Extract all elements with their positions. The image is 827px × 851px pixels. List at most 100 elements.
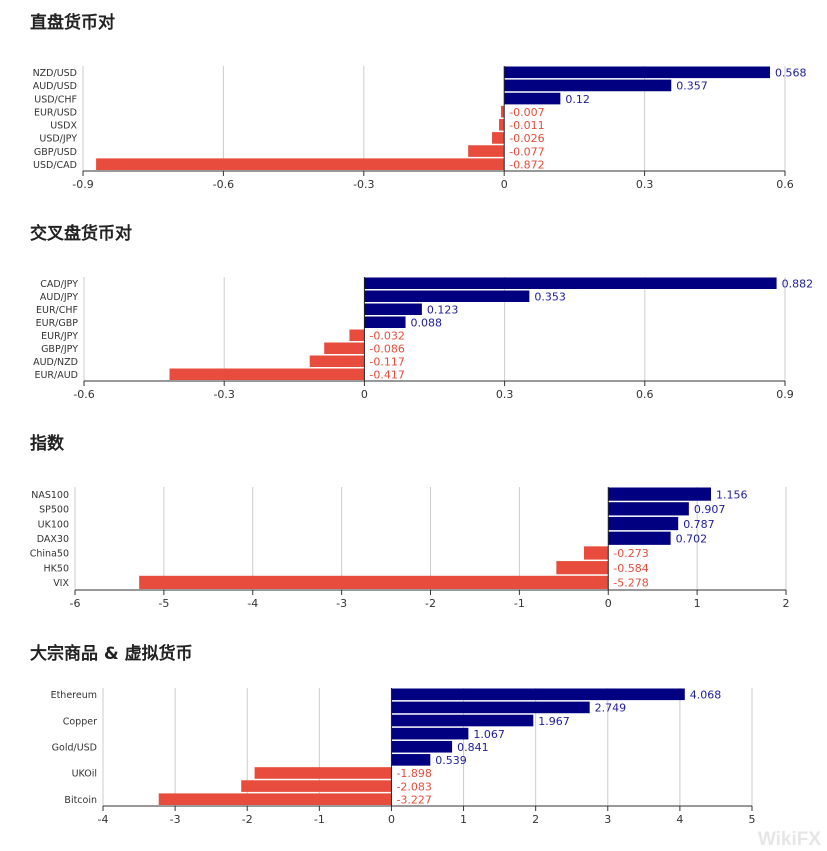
category-label: UKOil — [72, 769, 97, 780]
value-label: 1.067 — [473, 728, 505, 741]
x-tick-label: -5 — [158, 597, 169, 610]
bar — [391, 727, 469, 740]
category-label: Bitcoin — [64, 795, 97, 806]
value-label: -0.077 — [509, 145, 544, 158]
x-tick-label: 0.3 — [636, 178, 654, 191]
x-tick-label: -0.6 — [213, 178, 234, 191]
x-tick-label: -2 — [425, 597, 436, 610]
bar — [391, 701, 590, 714]
x-tick-label: -4 — [247, 597, 258, 610]
bar — [468, 145, 505, 157]
value-label: 0.882 — [782, 278, 814, 291]
category-label: USD/CAD — [33, 160, 77, 171]
x-tick-label: 2 — [532, 813, 539, 826]
bar — [556, 561, 609, 575]
bar — [139, 575, 609, 589]
x-tick-label: -0.3 — [213, 388, 234, 401]
bar — [608, 531, 671, 545]
category-label: AUD/JPY — [40, 292, 78, 303]
x-tick-label: -1 — [314, 813, 325, 826]
value-label: 0.539 — [435, 754, 467, 767]
category-label: HK50 — [44, 563, 69, 574]
bar — [504, 66, 771, 79]
x-tick-label: 0 — [361, 388, 368, 401]
category-label: VIX — [53, 578, 69, 589]
bar — [364, 303, 422, 315]
category-label: USD/JPY — [39, 134, 77, 145]
x-tick-label: 0 — [501, 178, 508, 191]
value-label: -3.227 — [396, 793, 431, 806]
bar — [364, 290, 530, 302]
category-label: EUR/USD — [34, 107, 77, 118]
x-tick-label: 1 — [694, 597, 701, 610]
x-tick-label: -0.6 — [73, 388, 94, 401]
x-tick-label: -4 — [98, 813, 109, 826]
value-label: 0.907 — [694, 503, 726, 516]
bar — [364, 316, 406, 328]
bar — [169, 368, 365, 380]
value-label: -0.872 — [509, 158, 544, 171]
bar — [492, 132, 505, 144]
category-label: GBP/USD — [34, 147, 77, 158]
x-tick-label: 3 — [604, 813, 611, 826]
category-label: Gold/USD — [52, 743, 97, 754]
category-label: CAD/JPY — [40, 279, 78, 290]
value-label: 0.841 — [457, 741, 489, 754]
x-tick-label: -0.9 — [72, 178, 93, 191]
watermark-logo: WikiFX — [757, 829, 821, 850]
bar — [391, 740, 453, 753]
x-tick-label: -1 — [514, 597, 525, 610]
value-label: -0.007 — [509, 106, 544, 119]
bar — [504, 92, 561, 105]
x-tick-label: 0.6 — [776, 178, 794, 191]
category-label: EUR/GBP — [36, 318, 79, 329]
category-label: USD/CHF — [34, 94, 77, 105]
category-label: China50 — [30, 549, 69, 560]
value-label: -5.278 — [613, 577, 648, 590]
value-label: 1.156 — [716, 488, 748, 501]
bar — [391, 714, 534, 727]
bar — [499, 119, 505, 131]
bar — [391, 754, 431, 766]
value-label: -0.273 — [613, 547, 648, 560]
bar — [158, 793, 392, 805]
bar — [309, 355, 365, 367]
chart-title-indices: 指数 — [30, 434, 64, 454]
category-label: Ethereum — [51, 690, 97, 701]
category-label: AUD/NZD — [33, 357, 78, 368]
category-label: UK100 — [38, 519, 69, 530]
value-label: -1.898 — [396, 767, 431, 780]
x-tick-label: 0.3 — [496, 388, 514, 401]
x-tick-label: 0.6 — [636, 388, 654, 401]
value-label: 0.088 — [411, 317, 443, 330]
value-label: 0.568 — [775, 67, 807, 80]
bar — [391, 688, 685, 701]
value-label: 0.12 — [565, 93, 590, 106]
bar — [254, 767, 392, 779]
bar — [241, 780, 392, 792]
chart-title-direct-pairs: 直盘货币对 — [30, 13, 115, 33]
category-label: SP500 — [39, 505, 69, 516]
value-label: -0.417 — [369, 369, 404, 382]
bar — [96, 158, 505, 170]
x-tick-label: -3 — [170, 813, 181, 826]
chart-title-cross-pairs: 交叉盘货币对 — [30, 224, 132, 244]
x-tick-label: -2 — [242, 813, 253, 826]
category-label: USDX — [50, 121, 77, 132]
value-label: -0.032 — [369, 330, 404, 343]
category-label: GBP/JPY — [41, 344, 78, 355]
category-label: DAX30 — [37, 534, 69, 545]
x-tick-label: -6 — [70, 597, 81, 610]
value-label: 0.123 — [427, 304, 459, 317]
bar — [364, 277, 777, 289]
value-label: -0.011 — [509, 119, 544, 132]
value-label: 2.749 — [595, 702, 627, 715]
value-label: -0.117 — [369, 356, 404, 369]
x-tick-label: 5 — [749, 813, 756, 826]
x-tick-label: 1 — [460, 813, 467, 826]
value-label: -0.026 — [509, 132, 544, 145]
x-tick-label: 4 — [676, 813, 683, 826]
category-label: EUR/JPY — [41, 331, 78, 342]
bar — [324, 342, 365, 354]
